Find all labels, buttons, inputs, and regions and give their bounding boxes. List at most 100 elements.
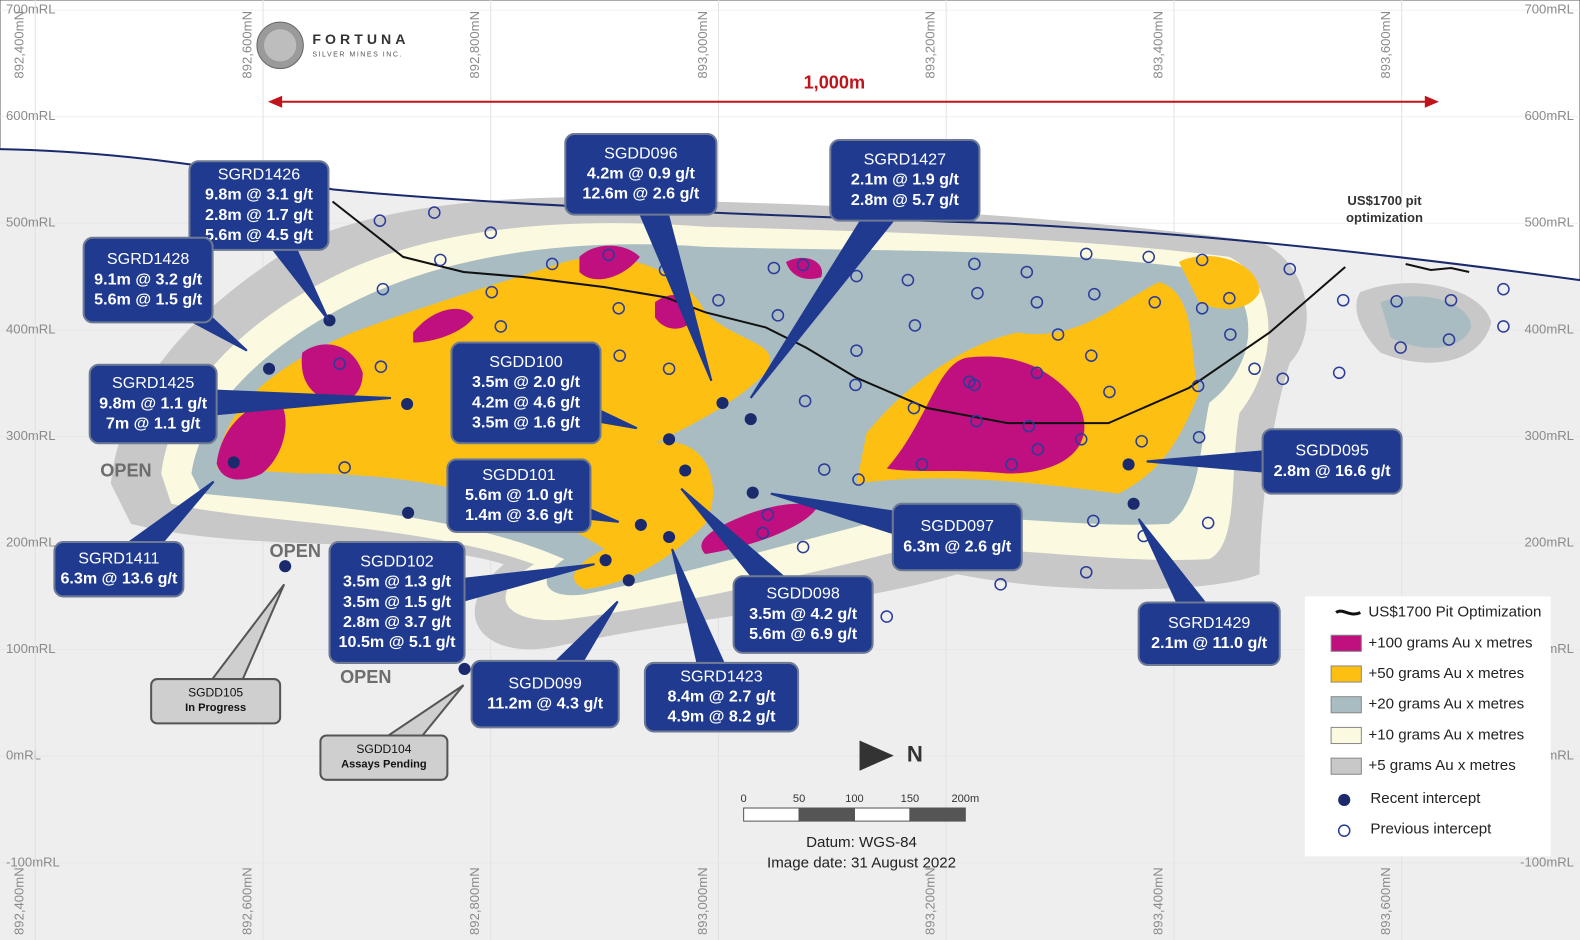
status-text: Assays Pending <box>341 759 427 771</box>
callout-hole: SGRD1423 <box>680 667 762 685</box>
callout-box <box>891 502 1023 572</box>
legend-swatch <box>1330 696 1362 714</box>
open-label: OPEN <box>340 667 391 687</box>
northing-label: 892,800mN <box>467 867 482 935</box>
previous-intercept <box>767 261 781 275</box>
scale-segment <box>743 807 800 822</box>
previous-intercept <box>1084 349 1098 362</box>
callout-intercept: 9.1m @ 3.2 g/t <box>94 270 203 288</box>
northing-label: 892,600mN <box>239 11 254 79</box>
northing-label: 893,200mN <box>923 867 938 935</box>
northing-label: 893,200mN <box>923 11 938 79</box>
previous-intercept <box>798 394 812 408</box>
legend: US$1700 Pit Optimization +100 grams Au x … <box>1330 604 1541 838</box>
elevation-label: 600mRL <box>6 108 55 123</box>
callout-intercept: 6.3m @ 13.6 g/t <box>60 570 178 588</box>
elevation-label: 700mRL <box>1525 2 1574 17</box>
previous-intercept <box>901 273 915 287</box>
northing-label: 893,600mN <box>1378 11 1393 79</box>
previous-intercept <box>907 401 921 415</box>
previous-intercept <box>968 257 981 271</box>
pit-shell <box>331 200 1346 425</box>
previous-intercept <box>613 349 627 362</box>
callout-intercept: 5.6m @ 1.5 g/t <box>94 291 203 309</box>
callout-intercept: 3.5m @ 1.5 g/t <box>343 593 452 611</box>
previous-intercept <box>484 226 498 240</box>
callout-box <box>446 458 592 533</box>
legend-label: +10 grams Au x metres <box>1368 726 1524 743</box>
previous-intercept <box>1135 434 1148 448</box>
previous-intercept <box>1444 293 1458 307</box>
previous-intercept <box>852 473 865 486</box>
previous-intercept <box>1148 295 1162 309</box>
previous-intercept <box>1079 565 1093 579</box>
previous-intercept <box>1224 328 1237 341</box>
previous-intercept <box>796 258 810 272</box>
callout-box <box>450 341 602 445</box>
previous-intercept <box>817 463 831 476</box>
previous-intercept <box>1051 328 1065 341</box>
intercepts <box>227 206 1510 676</box>
northing-label: 893,400mN <box>1150 11 1165 79</box>
previous-intercept <box>1030 295 1044 309</box>
northing-label: 893,000mN <box>695 11 710 79</box>
callout-intercept: 11.2m @ 4.3 g/t <box>487 695 604 713</box>
scale-tick-label: 150 <box>901 793 919 805</box>
recent-intercept <box>716 396 729 410</box>
callout-intercept: 3.5m @ 2.0 g/t <box>472 373 581 391</box>
pit-shell <box>1405 262 1470 274</box>
scale-tick-label: 50 <box>793 793 805 805</box>
previous-intercept <box>761 508 775 522</box>
legend-label: +20 grams Au x metres <box>1368 696 1524 713</box>
legend-label: +50 grams Au x metres <box>1368 665 1524 682</box>
scale-segment <box>853 807 911 822</box>
legend-label: +5 grams Au x metres <box>1368 757 1516 774</box>
callout-intercept: 5.6m @ 6.9 g/t <box>749 625 858 643</box>
elevation-label: 500mRL <box>6 215 55 230</box>
callout-intercept: 2.8m @ 5.7 g/t <box>851 191 960 209</box>
scale-segment <box>798 807 855 822</box>
previous-intercept <box>1332 366 1346 380</box>
callout-hole: SGDD097 <box>921 517 994 535</box>
recent-intercept <box>679 464 692 477</box>
elevation-label: 200mRL <box>1525 534 1574 549</box>
northing-label: 892,400mN <box>12 11 27 79</box>
previous-intercept <box>1283 262 1297 276</box>
callout-intercept: 5.6m @ 4.5 g/t <box>205 226 314 244</box>
recent-intercept <box>402 506 415 519</box>
recent-intercept <box>634 518 647 531</box>
elevation-label: 100mRL <box>6 641 55 656</box>
elevation-label: 700mRL <box>6 2 55 17</box>
callout-intercept: 12.6m @ 2.6 g/t <box>582 185 700 203</box>
previous-intercept <box>1020 265 1034 279</box>
previous-intercept <box>908 319 922 332</box>
scale-tick-label: 0 <box>741 793 747 805</box>
callout-intercept: 2.1m @ 11.0 g/t <box>1151 634 1268 652</box>
callout-intercept: 1.4m @ 3.6 g/t <box>465 506 574 524</box>
scale-label: 1,000m <box>804 72 865 92</box>
recent-intercept <box>1127 497 1140 510</box>
callout-intercept: 8.4m @ 2.7 g/t <box>668 687 777 705</box>
recent-intercept <box>1122 458 1135 471</box>
previous-intercept <box>376 282 390 296</box>
callout-hole: SGDD095 <box>1295 442 1368 460</box>
callout-box <box>82 236 214 324</box>
status-text: In Progress <box>185 702 246 714</box>
open-label: OPEN <box>270 541 321 561</box>
legend-label: +100 grams Au x metres <box>1368 634 1533 651</box>
legend-swatch <box>1330 726 1362 745</box>
previous-intercept <box>545 257 559 271</box>
previous-intercept <box>374 360 388 374</box>
previous-intercept <box>1276 372 1290 386</box>
contour-20 <box>1380 296 1472 348</box>
elevation-label: 300mRL <box>6 428 55 443</box>
contour-50 <box>216 256 1260 590</box>
callout-hole: SGDD098 <box>766 585 839 603</box>
pit-label: optimization <box>1346 210 1423 225</box>
elevation-label: 0mRL <box>6 748 41 763</box>
callout-hole: SGRD1411 <box>78 549 159 567</box>
recent-intercept <box>401 397 414 411</box>
previous-intercept <box>1390 294 1403 308</box>
elevation-label: 300mRL <box>1525 428 1574 443</box>
logo-name: FORTUNA <box>312 31 409 47</box>
